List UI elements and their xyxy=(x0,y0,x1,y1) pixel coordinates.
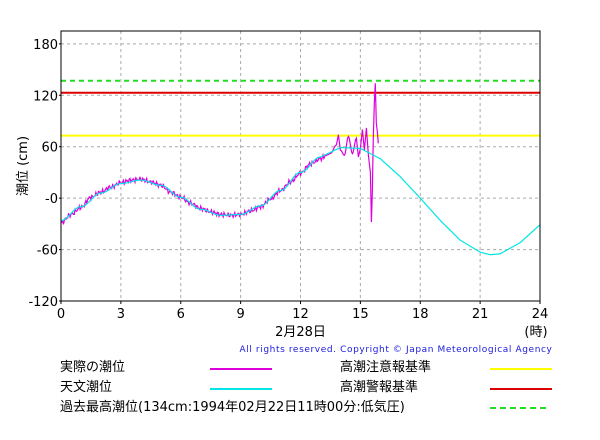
legend-swatch-astronomical xyxy=(210,388,272,390)
y-tick-labels: 180 120 60 -0 -60 -120 xyxy=(28,38,61,310)
y-tick-label: -120 xyxy=(28,295,58,310)
x-axis-label: 2月28日 xyxy=(275,325,326,340)
legend-label: 天文潮位 xyxy=(60,380,113,395)
legend-label: 実際の潮位 xyxy=(60,360,126,375)
x-tick-label: 9 xyxy=(236,307,244,322)
legend-item-astronomical: 天文潮位 xyxy=(60,378,112,398)
legend-label: 過去最高潮位(134cm:1994年02月22日11時00分:低気圧) xyxy=(60,400,405,415)
legend-swatch-actual xyxy=(210,368,272,370)
x-tick-label: 0 xyxy=(57,307,65,322)
y-tick-label: -60 xyxy=(37,244,58,259)
legend-item-warning: 高潮警報基準 xyxy=(340,378,418,398)
series-line-1 xyxy=(60,83,379,225)
x-tick-label: 12 xyxy=(292,307,309,322)
legend-swatch-advisory xyxy=(490,368,552,370)
legend-item-advisory: 高潮注意報基準 xyxy=(340,358,431,378)
legend-swatch-warning xyxy=(490,388,552,390)
x-tick-labels: 0 3 6 9 12 15 18 21 24 xyxy=(57,301,548,322)
x-tick-label: 3 xyxy=(117,307,125,322)
legend-item-record: 過去最高潮位(134cm:1994年02月22日11時00分:低気圧) xyxy=(60,398,405,418)
x-tick-label: 15 xyxy=(352,307,369,322)
legend-item-actual: 実際の潮位 xyxy=(60,358,125,378)
legend-swatch-record xyxy=(490,407,546,409)
x-tick-label: 24 xyxy=(532,307,549,322)
tide-chart: 180 120 60 -0 -60 -120 0 3 6 9 12 15 18 21 24 潮位 (cm)… xyxy=(16,30,553,355)
y-tick-label: 120 xyxy=(33,89,58,104)
y-tick-label: -0 xyxy=(45,192,58,207)
reference-lines xyxy=(61,79,540,137)
x-tick-label: 6 xyxy=(177,307,185,322)
series-lines xyxy=(60,83,541,256)
x-tick-label: 21 xyxy=(472,307,489,322)
legend-label: 高潮注意報基準 xyxy=(340,360,432,375)
x-tick-label: 18 xyxy=(412,307,429,322)
copyright-text: All rights reserved. Copyright © Japan M… xyxy=(240,345,553,355)
legend-label: 高潮警報基準 xyxy=(340,380,419,395)
grid xyxy=(61,31,540,301)
y-tick-label: 180 xyxy=(33,38,58,53)
y-axis-label: 潮位 (cm) xyxy=(16,136,31,196)
series-line-0 xyxy=(61,147,541,256)
y-tick-label: 60 xyxy=(41,141,58,156)
x-axis-unit: (時) xyxy=(524,325,547,340)
